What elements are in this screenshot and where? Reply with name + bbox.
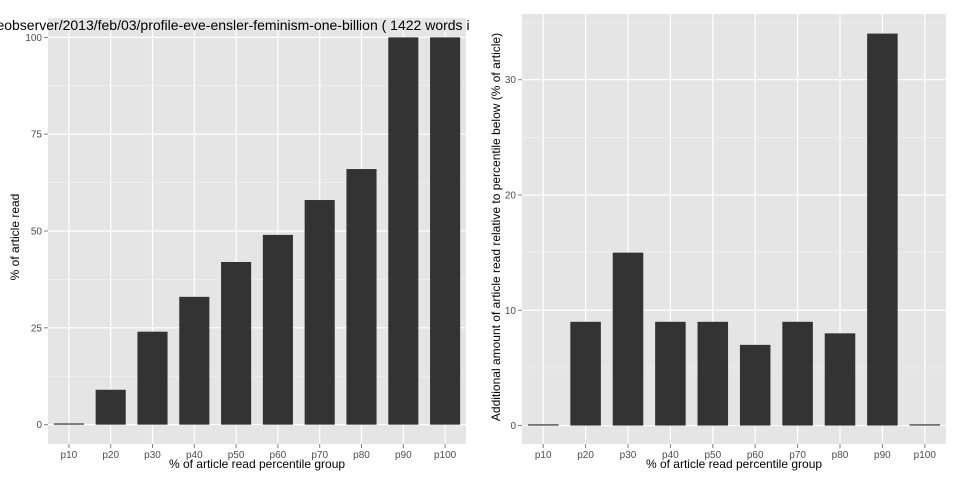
chart-title: eobserver/2013/feb/03/profile-eve-ensler…: [0, 17, 470, 33]
y-tick-label: 10: [505, 306, 517, 317]
x-tick-label: p50: [228, 450, 245, 461]
bar-p70: [782, 321, 813, 426]
bar-p50: [221, 261, 252, 425]
bar-p60: [739, 344, 771, 426]
bar-p20: [570, 321, 601, 426]
x-tick-label: p90: [874, 450, 891, 461]
chart-left: 0 25 50 75 100 p10 p20 p30 p40 p50 p60 p70 p80 p90 p10…: [0, 17, 470, 471]
x-tick-label: p20: [102, 450, 119, 461]
x-tick-label: p70: [311, 450, 328, 461]
bar-p10: [53, 423, 84, 425]
bar-p10: [527, 424, 559, 426]
x-tick-label: p50: [704, 450, 721, 461]
x-tick-label: p10: [535, 450, 552, 461]
x-axis-title: % of article read percentile group: [646, 457, 822, 471]
bar-p100: [909, 424, 941, 426]
y-tick-label: 0: [510, 421, 516, 432]
x-tick-label: p40: [662, 450, 679, 461]
x-tick-label: p30: [620, 450, 637, 461]
x-tick-label: p60: [270, 450, 287, 461]
chart-right: 0 10 20 30 p10 p20 p30 p40 p50 p60 p70 p80 p90 p100 % …: [489, 14, 946, 471]
x-tick-label: p100: [434, 450, 457, 461]
bar-p80: [346, 169, 377, 425]
x-tick-label: p10: [61, 450, 78, 461]
x-tick-label: p60: [747, 450, 764, 461]
bar-p30: [612, 252, 644, 426]
bar-p40: [179, 296, 210, 425]
y-tick-label: 100: [25, 33, 42, 44]
bar-p90: [388, 37, 419, 425]
x-tick-label: p90: [395, 450, 412, 461]
y-tick-label: 50: [31, 227, 43, 238]
bar-p50: [697, 321, 729, 426]
y-axis-title: Additional amount of article read relati…: [489, 33, 503, 421]
x-tick-label: p40: [186, 450, 203, 461]
bar-p100: [430, 37, 461, 425]
bar-p80: [824, 333, 856, 426]
y-tick-label: 0: [36, 420, 42, 431]
x-tick-label: p80: [353, 450, 370, 461]
bar-p40: [655, 321, 686, 426]
x-tick-label: p80: [832, 450, 849, 461]
bar-p70: [304, 200, 335, 425]
y-tick-label: 25: [31, 323, 43, 334]
x-tick-label: p20: [577, 450, 594, 461]
bar-p20: [95, 389, 126, 425]
x-tick-label: p30: [144, 450, 161, 461]
y-tick-label: 20: [505, 190, 517, 201]
bar-p60: [262, 234, 293, 425]
bar-p90: [867, 33, 898, 426]
x-axis-title: % of article read percentile group: [169, 457, 345, 471]
y-tick-label: 30: [505, 75, 517, 86]
y-tick-label: 75: [31, 130, 43, 141]
x-tick-label: p100: [914, 450, 937, 461]
y-axis-title: % of article read: [8, 194, 22, 281]
x-tick-label: p70: [789, 450, 806, 461]
bar-p30: [137, 331, 168, 425]
